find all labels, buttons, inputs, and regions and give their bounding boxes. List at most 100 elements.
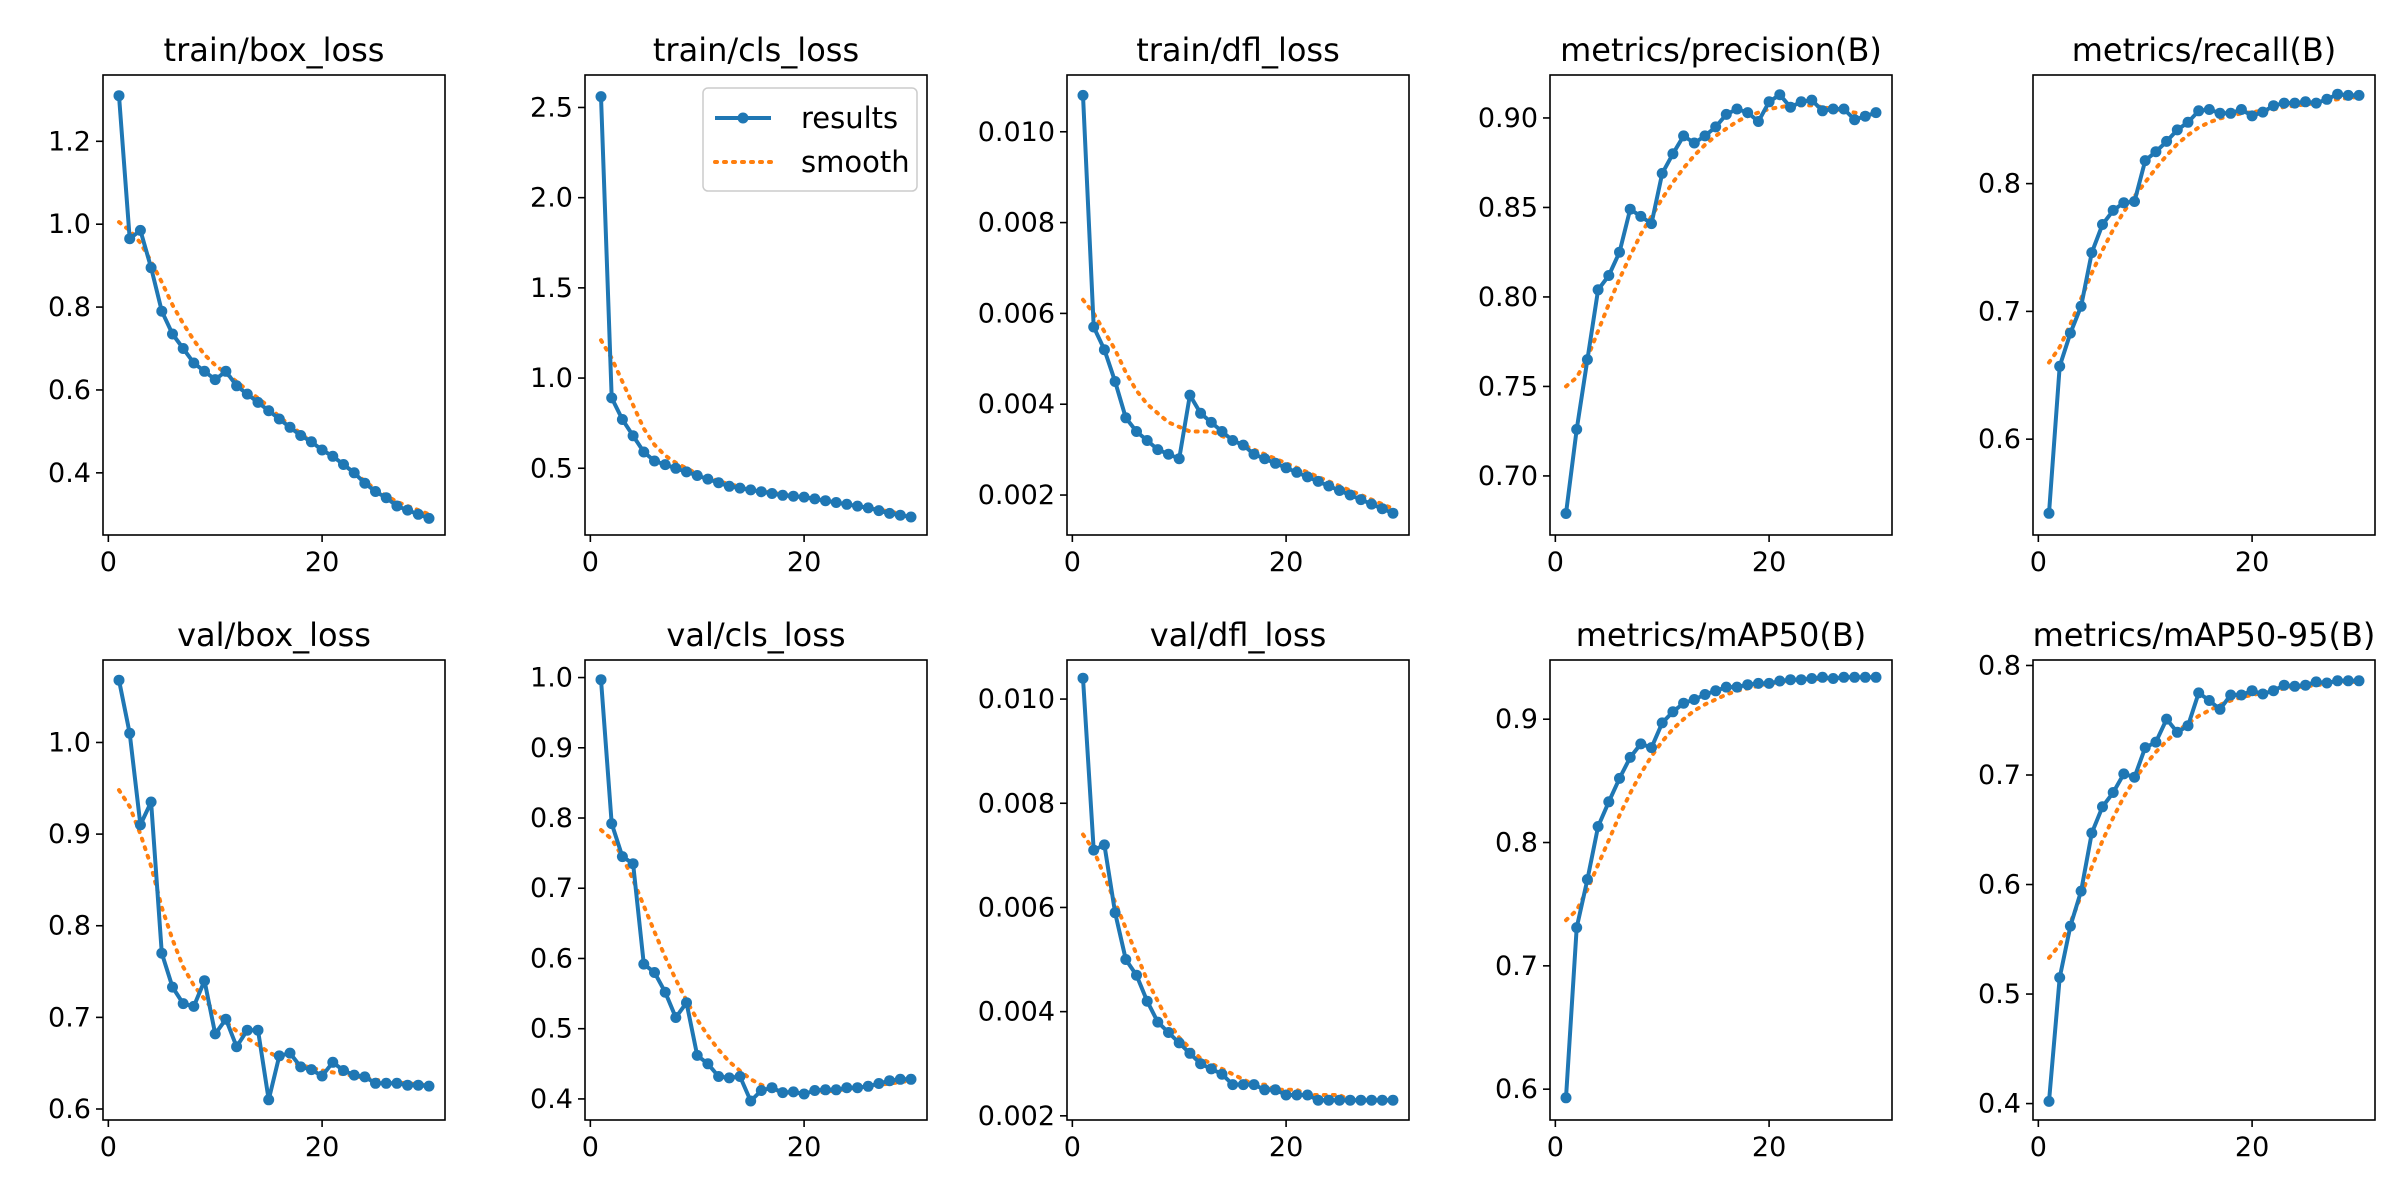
x-tick-label: 20: [2235, 547, 2269, 578]
chart-val-cls-loss: val/cls_loss 0.4 0.5 0.6 0.7 0.8 0.9 1.0 0 20: [530, 616, 928, 1163]
data-point: [1699, 130, 1711, 142]
data-point: [348, 467, 360, 479]
chart-train-cls-loss: train/cls_loss 0.5 1.0 1.5 2.0 2.5 0 20 results s…: [530, 31, 928, 578]
data-point: [627, 858, 639, 870]
data-point: [402, 504, 414, 516]
data-point: [2043, 507, 2055, 519]
y-tick-label: 0.010: [978, 684, 1055, 715]
data-point: [1205, 416, 1217, 428]
y-tick-label: 0.9: [530, 733, 573, 764]
data-point: [2310, 676, 2322, 688]
axes-frame: [1066, 659, 1410, 1121]
data-point: [1763, 96, 1775, 108]
x-tick-label: 20: [1269, 547, 1303, 578]
data-point: [167, 328, 178, 340]
data-point: [2257, 688, 2269, 700]
y-tick-label: 0.6: [1978, 870, 2021, 901]
data-point: [1571, 922, 1583, 934]
chart-title: val/box_loss: [177, 616, 371, 654]
data-point: [177, 998, 189, 1010]
y-tick-label: 0.7: [48, 1002, 91, 1033]
data-point: [295, 1061, 307, 1073]
data-point: [862, 1080, 874, 1092]
data-point: [606, 392, 618, 404]
data-point: [1120, 412, 1132, 424]
data-point: [1774, 675, 1786, 687]
data-point: [220, 1013, 232, 1025]
y-tick-label: 0.75: [1478, 371, 1538, 402]
data-point: [1291, 1089, 1303, 1101]
y-tick-label: 0.80: [1478, 282, 1538, 313]
chart-title: val/cls_loss: [666, 616, 845, 654]
data-point: [1141, 435, 1153, 446]
data-point: [338, 459, 349, 470]
data-point: [1376, 1094, 1388, 1106]
data-point: [1870, 107, 1882, 119]
y-tick-label: 0.9: [1495, 704, 1538, 735]
data-point: [1344, 1094, 1356, 1106]
data-point: [402, 1079, 414, 1091]
data-point: [1624, 751, 1636, 763]
data-point: [305, 436, 317, 448]
data-point: [1387, 507, 1399, 519]
data-point: [1817, 671, 1828, 683]
data-point: [884, 507, 896, 519]
data-point: [284, 1047, 296, 1059]
data-point: [2246, 685, 2258, 697]
y-tick-label: 0.4: [48, 458, 91, 489]
data-point: [670, 1012, 682, 1023]
series-line-smooth: [1564, 103, 1878, 389]
data-point: [1205, 1063, 1217, 1075]
data-point: [1742, 679, 1754, 691]
data-point: [1785, 101, 1796, 113]
data-point: [1688, 137, 1700, 149]
data-point: [423, 1080, 435, 1092]
data-point: [2118, 768, 2130, 780]
data-point: [134, 224, 146, 236]
data-point: [1752, 677, 1764, 689]
data-point: [2075, 885, 2087, 897]
y-tick-label: 0.7: [1495, 951, 1538, 982]
axes-frame: [1066, 74, 1410, 536]
data-point: [124, 233, 136, 245]
data-point: [873, 505, 885, 517]
series-line-results: [1081, 95, 1394, 516]
data-point: [659, 986, 671, 998]
data-point: [113, 90, 125, 102]
data-point: [894, 1073, 906, 1085]
data-point: [2139, 742, 2151, 754]
y-tick-label: 0.8: [1978, 650, 2021, 681]
y-tick-label: 0.004: [978, 997, 1055, 1028]
data-point: [659, 459, 671, 471]
data-point: [2161, 135, 2173, 147]
chart-train-dfl-loss: train/dfl_loss 0.002 0.004 0.006 0.008 0.010 0…: [978, 31, 1410, 578]
series-line-smooth: [2047, 94, 2361, 365]
y-tick-label: 0.002: [978, 1101, 1055, 1132]
data-point: [1603, 796, 1615, 808]
data-point: [1312, 1094, 1324, 1106]
data-point: [209, 374, 221, 386]
data-point: [734, 482, 746, 494]
data-point: [1237, 439, 1249, 451]
data-point: [1077, 89, 1089, 101]
data-point: [273, 413, 285, 425]
x-tick-label: 0: [1547, 547, 1564, 578]
data-point: [2097, 801, 2108, 813]
data-point: [2054, 972, 2066, 984]
y-tick-label: 0.008: [978, 788, 1055, 819]
data-point: [1269, 457, 1281, 469]
legend-label-smooth: smooth: [801, 145, 910, 179]
data-point: [2225, 689, 2237, 701]
data-point: [380, 1077, 392, 1089]
x-tick-label: 20: [787, 547, 821, 578]
data-point: [252, 396, 264, 408]
data-point: [1560, 508, 1572, 519]
data-point: [1195, 1058, 1207, 1070]
data-point: [1248, 1079, 1260, 1091]
data-point: [1763, 677, 1775, 689]
data-point: [241, 1024, 253, 1036]
y-tick-label: 0.7: [530, 873, 573, 904]
data-point: [1870, 671, 1882, 683]
data-point: [2289, 97, 2301, 109]
